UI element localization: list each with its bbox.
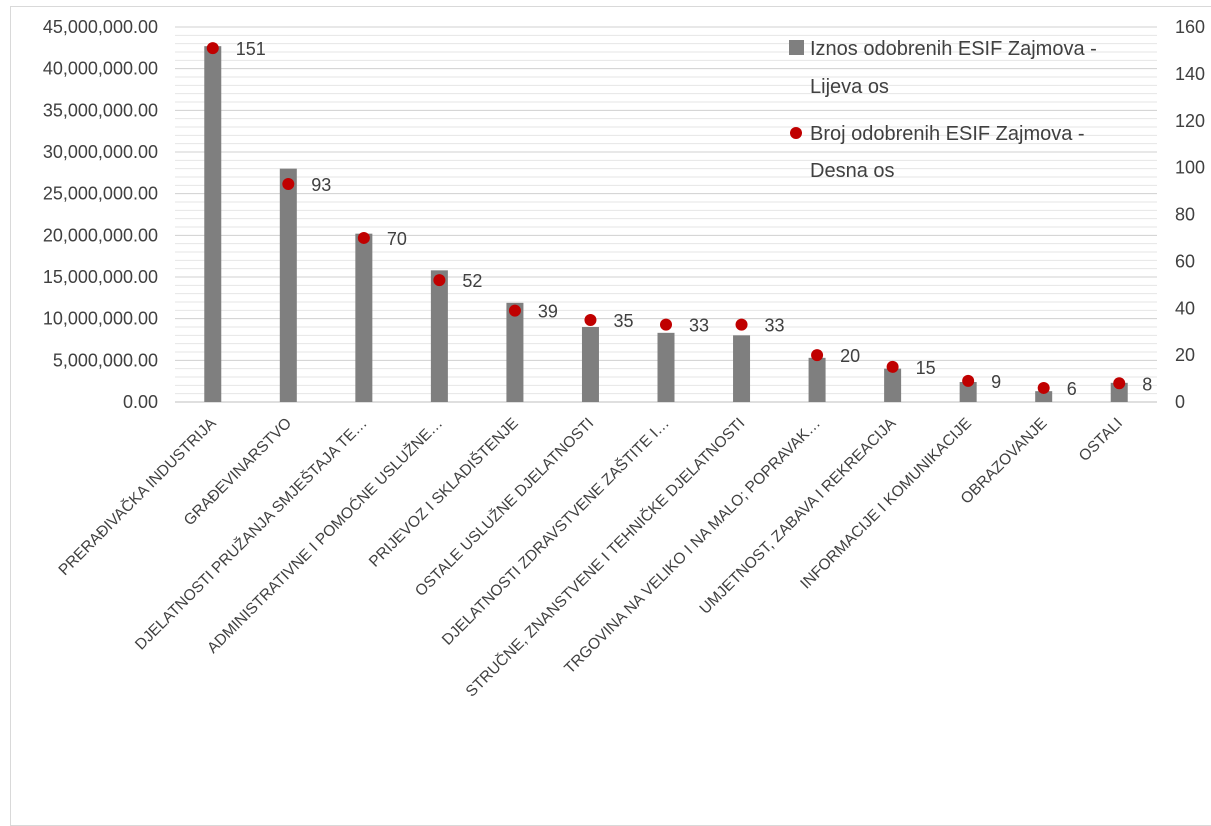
data-label: 8 bbox=[1142, 374, 1152, 394]
right-tick-label: 120 bbox=[1175, 111, 1205, 131]
left-tick-label: 20,000,000.00 bbox=[43, 225, 158, 245]
point bbox=[584, 314, 596, 326]
data-label: 15 bbox=[916, 358, 936, 378]
data-label: 70 bbox=[387, 229, 407, 249]
left-tick-label: 40,000,000.00 bbox=[43, 59, 158, 79]
right-tick-label: 160 bbox=[1175, 17, 1205, 37]
data-label: 93 bbox=[311, 175, 331, 195]
bar-series bbox=[204, 46, 1127, 402]
point bbox=[1113, 377, 1125, 389]
right-tick-label: 40 bbox=[1175, 298, 1195, 318]
legend-dot-marker bbox=[790, 127, 802, 139]
point bbox=[282, 178, 294, 190]
category-label: PRERAĐIVAČKA INDUSTRIJA bbox=[56, 414, 221, 579]
bar bbox=[884, 369, 901, 402]
point bbox=[887, 361, 899, 373]
left-tick-label: 30,000,000.00 bbox=[43, 142, 158, 162]
left-tick-label: 15,000,000.00 bbox=[43, 267, 158, 287]
bar bbox=[431, 270, 448, 402]
point bbox=[811, 349, 823, 361]
right-tick-label: 100 bbox=[1175, 158, 1205, 178]
bar bbox=[280, 169, 297, 402]
point bbox=[207, 42, 219, 54]
data-label: 35 bbox=[613, 311, 633, 331]
bar bbox=[355, 234, 372, 402]
category-label: PRIJEVOZ I SKLADIŠTENJE bbox=[366, 415, 522, 571]
point bbox=[736, 319, 748, 331]
right-tick-label: 140 bbox=[1175, 64, 1205, 84]
right-tick-label: 60 bbox=[1175, 251, 1195, 271]
bar bbox=[204, 46, 221, 402]
bar bbox=[658, 333, 675, 402]
left-tick-label: 10,000,000.00 bbox=[43, 309, 158, 329]
right-tick-label: 0 bbox=[1175, 392, 1185, 412]
bar bbox=[733, 335, 750, 402]
bar bbox=[809, 358, 826, 402]
category-label: TRGOVINA NA VELIKO I NA MALO; POPRAVAK… bbox=[561, 415, 824, 678]
data-label: 9 bbox=[991, 372, 1001, 392]
bar bbox=[506, 303, 523, 402]
right-tick-label: 80 bbox=[1175, 205, 1195, 225]
left-tick-label: 35,000,000.00 bbox=[43, 100, 158, 120]
category-label: OSTALI bbox=[1076, 415, 1126, 465]
legend-entry-1-line2: Lijeva os bbox=[810, 76, 889, 98]
left-axis: 0.00 5,000,000.00 10,000,000.00 15,000,000.… bbox=[43, 17, 158, 412]
data-label: 39 bbox=[538, 302, 558, 322]
category-label: STRUČNE, ZNANSTVENE I TEHNIČKE DJELATNOS… bbox=[463, 415, 749, 701]
data-label: 6 bbox=[1067, 379, 1077, 399]
right-tick-label: 20 bbox=[1175, 345, 1195, 365]
point bbox=[433, 274, 445, 286]
point bbox=[509, 305, 521, 317]
point bbox=[358, 232, 370, 244]
legend-entry-1-line1: Iznos odobrenih ESIF Zajmova - bbox=[810, 38, 1097, 60]
right-axis: 0 20 40 60 80 100 120 140 160 bbox=[1175, 17, 1205, 412]
point bbox=[1038, 382, 1050, 394]
data-label: 52 bbox=[462, 271, 482, 291]
data-label: 33 bbox=[765, 316, 785, 336]
legend-bar-swatch bbox=[789, 40, 804, 55]
combo-chart: 0.00 5,000,000.00 10,000,000.00 15,000,000.… bbox=[0, 0, 1211, 798]
data-label: 20 bbox=[840, 346, 860, 366]
left-tick-label: 45,000,000.00 bbox=[43, 17, 158, 37]
point bbox=[962, 375, 974, 387]
left-tick-label: 5,000,000.00 bbox=[53, 350, 158, 370]
left-tick-label: 25,000,000.00 bbox=[43, 184, 158, 204]
legend-entry-2-line2: Desna os bbox=[810, 160, 895, 182]
bar bbox=[582, 327, 599, 402]
data-label: 151 bbox=[236, 39, 266, 59]
legend-entry-2-line1: Broj odobrenih ESIF Zajmova - bbox=[810, 123, 1085, 145]
category-labels: PRERAĐIVAČKA INDUSTRIJAGRAĐEVINARSTVODJE… bbox=[56, 414, 1127, 700]
category-label: INFORMACIJE I KOMUNIKACIJE bbox=[797, 415, 975, 593]
left-tick-label: 0.00 bbox=[123, 392, 158, 412]
data-label: 33 bbox=[689, 316, 709, 336]
point bbox=[660, 319, 672, 331]
